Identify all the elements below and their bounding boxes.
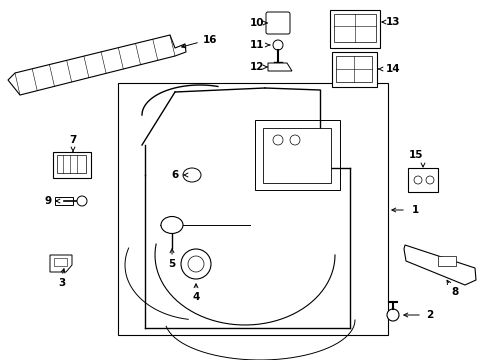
Circle shape [425,176,433,184]
Bar [55,197,73,205]
Bar [335,56,371,82]
Text: 10: 10 [249,18,264,28]
Text: 3: 3 [58,278,65,288]
Ellipse shape [183,168,201,182]
Text: 9: 9 [44,196,51,206]
Text: 7: 7 [69,135,77,145]
Bar [57,155,86,173]
Bar [331,52,376,87]
Circle shape [77,196,87,206]
Text: 13: 13 [385,17,400,27]
Text: 14: 14 [385,64,400,74]
Bar [118,83,387,335]
Text: 4: 4 [192,292,199,302]
Circle shape [272,135,283,145]
Circle shape [413,176,421,184]
Text: 5: 5 [168,259,175,269]
Circle shape [187,256,203,272]
Polygon shape [50,255,72,272]
Bar [254,120,339,190]
Polygon shape [403,245,475,285]
Bar [53,152,91,178]
Circle shape [289,135,299,145]
FancyBboxPatch shape [265,12,289,34]
Bar [54,258,67,266]
Polygon shape [8,35,185,95]
Circle shape [181,249,210,279]
Circle shape [272,40,283,50]
Text: 8: 8 [450,287,458,297]
Text: 16: 16 [203,35,217,45]
Bar [437,256,455,266]
Bar [263,128,330,183]
Text: 2: 2 [426,310,433,320]
Bar [407,168,437,192]
Ellipse shape [161,216,183,234]
Bar [329,10,379,48]
Text: 1: 1 [410,205,418,215]
Polygon shape [267,63,291,71]
Circle shape [386,309,398,321]
Text: 11: 11 [249,40,264,50]
Bar [333,14,375,42]
Text: 15: 15 [408,150,423,160]
Text: 6: 6 [171,170,178,180]
Text: 12: 12 [249,62,264,72]
